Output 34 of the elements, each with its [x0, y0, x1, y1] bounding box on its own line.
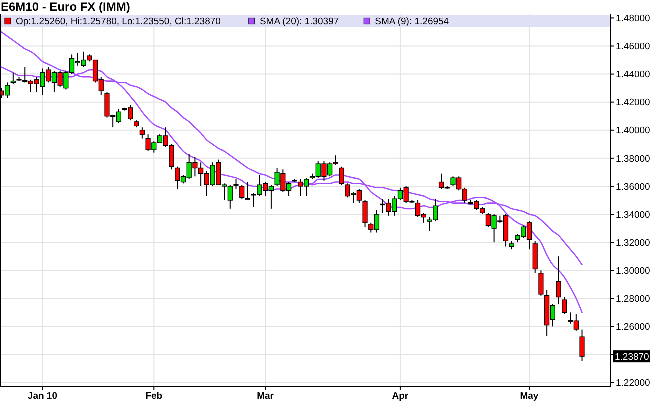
y-tick-label: 1.36000 — [616, 182, 650, 193]
candlestick — [240, 184, 245, 200]
x-tick-label: Jan 10 — [28, 391, 58, 402]
legend-label: SMA (9): 1.26954 — [375, 16, 450, 28]
candlestick — [234, 178, 239, 190]
y-tick-label: 1.30000 — [616, 266, 650, 277]
candlestick — [4, 82, 10, 99]
y-tick-label: 1.42000 — [616, 98, 650, 109]
candlestick — [140, 127, 145, 140]
x-tick-label: Feb — [146, 391, 163, 402]
y-tick-label: 1.26000 — [616, 322, 650, 334]
y-tick-label: 1.34000 — [616, 210, 650, 221]
y-tick-label: 1.28000 — [616, 294, 650, 305]
annotation: Op:1.25260, Hi:1.25780, Lo:1.23550, Cl:1.23870 — [16, 16, 221, 28]
x-tick-label: Mar — [257, 391, 274, 402]
candlestick — [556, 256, 562, 305]
y-tick-label: 1.40000 — [616, 126, 650, 137]
y-tick-label: 1.46000 — [616, 42, 650, 53]
y-tick-label: 1.48000 — [616, 14, 650, 25]
y-tick-label: 1.44000 — [616, 70, 650, 81]
candlestick — [339, 166, 344, 186]
chart-title: E6M10 - Euro FX (IMM) — [1, 0, 130, 14]
y-tick-label: 1.32000 — [616, 238, 650, 249]
candlestick — [580, 329, 585, 362]
candlestick — [245, 182, 251, 200]
candlestick — [10, 72, 16, 85]
y-tick-label: 1.22000 — [616, 378, 650, 390]
x-tick-label: May — [520, 391, 540, 402]
candlestick — [362, 200, 368, 228]
candlestick — [562, 296, 568, 315]
candlestick — [538, 270, 544, 296]
y-tick-label: 1.38000 — [616, 154, 650, 165]
x-tick-label: Apr — [392, 391, 409, 402]
legend-label: SMA (20): 1.30397 — [260, 16, 340, 28]
